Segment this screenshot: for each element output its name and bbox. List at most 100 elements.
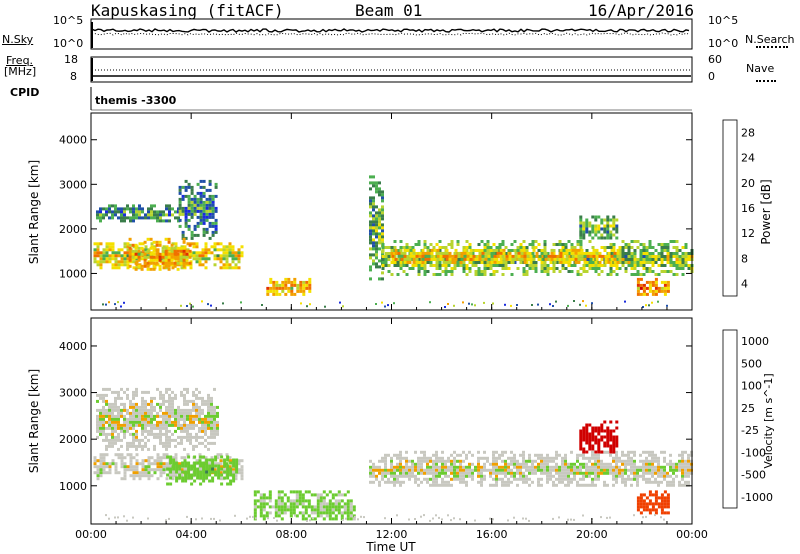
colorbar-frame xyxy=(722,119,738,297)
heatmap-cell xyxy=(208,203,212,207)
heatmap-cell xyxy=(681,273,685,276)
heatmap-cell xyxy=(93,257,97,261)
heatmap-cell xyxy=(99,459,103,463)
heatmap-cell xyxy=(558,243,562,246)
heatmap-cell xyxy=(143,261,147,265)
heatmap-cell xyxy=(234,263,238,267)
heatmap-cell xyxy=(444,246,448,249)
heatmap-cell xyxy=(172,461,176,465)
heatmap-cell xyxy=(208,224,212,228)
heatmap-cell xyxy=(495,468,498,472)
heatmap-cell xyxy=(240,245,244,249)
heatmap-cell xyxy=(513,258,517,261)
heatmap-cell xyxy=(114,207,117,211)
heatmap-cell xyxy=(183,447,186,451)
heatmap-cell xyxy=(582,483,585,487)
heatmap-cell xyxy=(147,432,150,436)
heatmap-cell xyxy=(540,477,543,481)
heatmap-cell xyxy=(687,471,690,475)
heatmap-cell xyxy=(132,441,135,445)
heatmap-cell xyxy=(202,221,206,225)
heatmap-cell xyxy=(580,257,584,261)
heatmap-cell xyxy=(211,476,215,480)
heatmap-cell xyxy=(144,441,147,445)
velocity-colorbar-label: Velocity [m s^-1] xyxy=(762,326,775,468)
velocity-panel-frame xyxy=(90,317,693,525)
heatmap-cell xyxy=(129,456,133,460)
heatmap-cell xyxy=(128,243,132,247)
heatmap-cell xyxy=(141,402,144,406)
heatmap-cell xyxy=(502,248,506,252)
heatmap-cell xyxy=(396,468,399,472)
heatmap-cell xyxy=(594,465,597,469)
heatmap-cell xyxy=(642,505,646,509)
heatmap-cell xyxy=(513,249,517,252)
heatmap-cell xyxy=(585,264,589,267)
heatmap-cell xyxy=(111,245,115,249)
heatmap-cell xyxy=(538,257,542,261)
heatmap-cell xyxy=(187,197,191,201)
heatmap-cell xyxy=(525,261,529,264)
heatmap-cell xyxy=(433,248,437,252)
heatmap-cell xyxy=(111,242,115,246)
heatmap-cell xyxy=(159,474,163,478)
heatmap-cell xyxy=(211,458,215,462)
heatmap-cell xyxy=(316,505,320,509)
heatmap-cell xyxy=(135,213,138,217)
heatmap-cell xyxy=(528,519,530,522)
heatmap-cell xyxy=(493,254,497,258)
heatmap-cell xyxy=(253,508,257,512)
heatmap-cell xyxy=(441,264,445,267)
heatmap-cell xyxy=(555,267,559,270)
heatmap-cell xyxy=(594,441,598,445)
heatmap-cell xyxy=(138,216,141,220)
heatmap-cell xyxy=(280,517,284,521)
heatmap-cell xyxy=(390,249,394,252)
heatmap-cell xyxy=(174,459,178,463)
heatmap-cell xyxy=(190,482,194,486)
heatmap-cell xyxy=(265,511,269,515)
heatmap-cell xyxy=(553,257,557,261)
heatmap-cell xyxy=(201,248,205,252)
heatmap-cell xyxy=(528,471,531,475)
heatmap-cell xyxy=(232,458,236,462)
heatmap-cell xyxy=(135,459,139,463)
heatmap-cell xyxy=(129,423,132,427)
heatmap-cell xyxy=(478,257,482,261)
heatmap-cell xyxy=(319,496,323,500)
heatmap-cell xyxy=(570,477,573,481)
heatmap-cell xyxy=(595,254,599,258)
heatmap-cell xyxy=(114,417,117,421)
heatmap-cell xyxy=(211,212,215,216)
heatmap-cell xyxy=(174,453,178,457)
heatmap-cell xyxy=(666,289,670,293)
heatmap-cell xyxy=(340,505,344,509)
heatmap-cell xyxy=(597,236,601,240)
heatmap-cell xyxy=(408,477,411,481)
heatmap-cell xyxy=(609,447,613,451)
heatmap-cell xyxy=(618,468,621,472)
heatmap-cell xyxy=(399,480,402,484)
heatmap-cell xyxy=(232,473,236,477)
heatmap-cell xyxy=(375,214,378,218)
heatmap-cell xyxy=(570,270,574,273)
heatmap-cell xyxy=(657,468,660,472)
heatmap-cell xyxy=(510,468,513,472)
heatmap-cell xyxy=(636,261,640,264)
heatmap-cell xyxy=(591,215,595,219)
heatmap-cell xyxy=(564,459,567,463)
heatmap-cell xyxy=(615,468,618,472)
heatmap-cell xyxy=(207,420,210,424)
heatmap-cell xyxy=(164,261,168,265)
heatmap-cell xyxy=(540,261,544,264)
heatmap-cell xyxy=(519,243,523,246)
heatmap-cell xyxy=(144,405,147,409)
y-tick-label: 1000 xyxy=(59,480,87,493)
heatmap-cell xyxy=(99,408,102,412)
heatmap-cell xyxy=(582,465,585,469)
heatmap-cell xyxy=(609,246,613,249)
heatmap-cell xyxy=(129,420,132,424)
heatmap-cell xyxy=(328,517,332,521)
heatmap-cell xyxy=(208,467,212,471)
heatmap-cell xyxy=(669,453,672,457)
